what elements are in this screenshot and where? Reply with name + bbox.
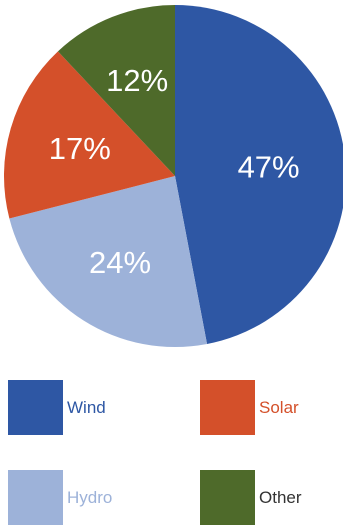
pie-label-solar: 17% xyxy=(49,131,111,166)
legend-swatch-solar xyxy=(200,380,255,435)
pie-slice-solar xyxy=(3,51,175,219)
pie-labels: 47% 24% 17% 12% xyxy=(49,63,300,280)
legend-item-solar: Solar xyxy=(200,380,299,435)
legend-label-hydro: Hydro xyxy=(67,487,113,507)
pie-slice-wind xyxy=(175,5,343,344)
legend-label-other: Other xyxy=(259,487,302,507)
pie-chart: 47% 24% 17% 12% xyxy=(3,5,343,347)
pie-slices xyxy=(3,5,343,347)
pie-slice-other xyxy=(57,5,175,176)
legend-item-hydro: Hydro xyxy=(8,470,112,525)
legend-label-solar: Solar xyxy=(259,397,299,417)
legend-swatch-hydro xyxy=(8,470,63,525)
pie-slice-hydro xyxy=(9,176,208,347)
legend-swatch-wind xyxy=(8,380,63,435)
legend-swatch-other xyxy=(200,470,255,525)
pie-label-hydro: 24% xyxy=(89,245,151,280)
legend-label-wind: Wind xyxy=(67,397,106,417)
legend-item-wind: Wind xyxy=(8,380,106,435)
pie-label-other: 12% xyxy=(106,63,168,98)
legend-item-other: Other xyxy=(200,470,302,525)
pie-label-wind: 47% xyxy=(238,150,300,185)
